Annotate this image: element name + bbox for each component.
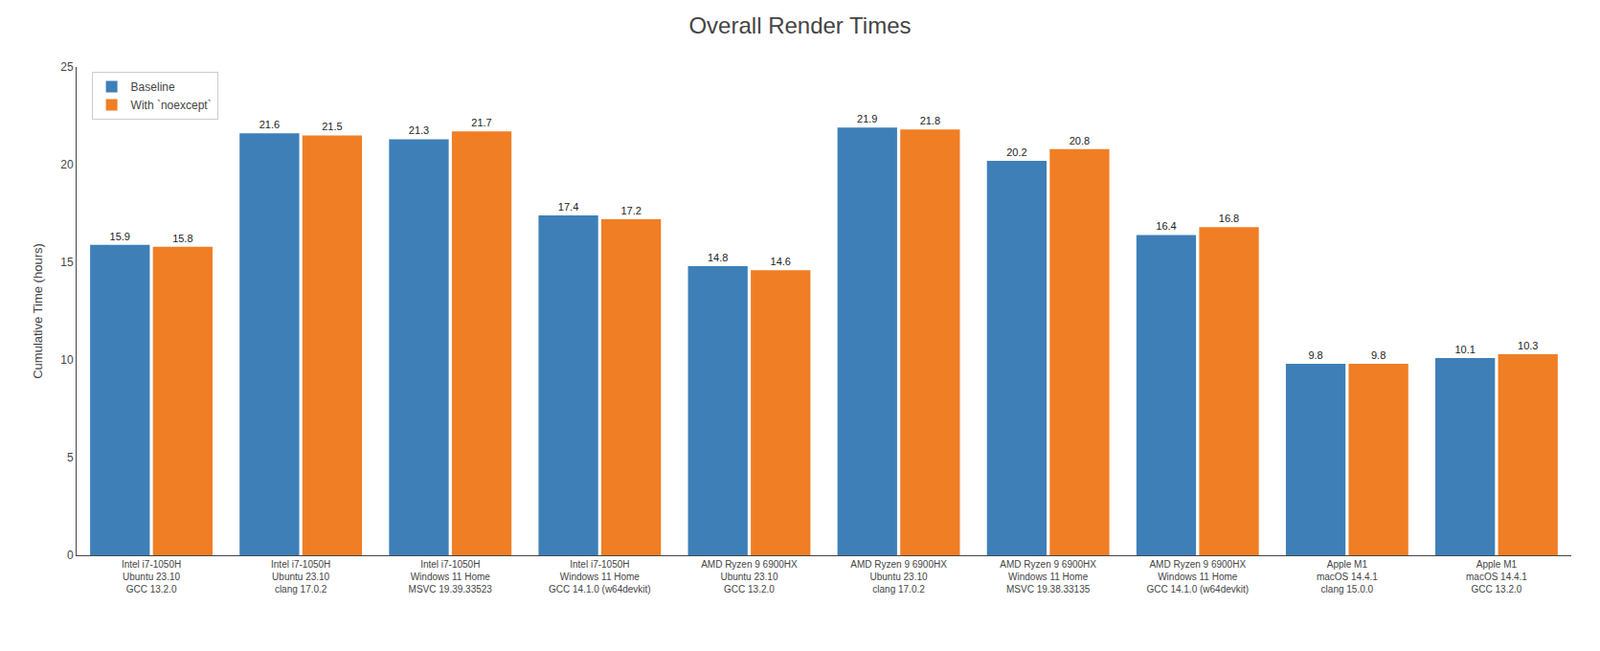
svg-text:21.6: 21.6	[259, 118, 280, 131]
svg-text:20: 20	[60, 157, 74, 172]
svg-text:Baseline: Baseline	[131, 80, 176, 94]
svg-text:9.8: 9.8	[1307, 349, 1323, 361]
svg-text:Apple M1macOS 14.4.1clang 15.0: Apple M1macOS 14.4.1clang 15.0.0	[1316, 559, 1378, 595]
svg-text:17.4: 17.4	[558, 201, 579, 213]
svg-text:14.6: 14.6	[770, 255, 791, 268]
svg-text:0: 0	[67, 548, 74, 563]
svg-text:16.8: 16.8	[1218, 212, 1240, 225]
svg-text:15.9: 15.9	[110, 230, 131, 243]
svg-text:AMD Ryzen 9 6900HXUbuntu 23.10: AMD Ryzen 9 6900HXUbuntu 23.10GCC 13.2.0	[700, 559, 798, 595]
svg-text:10: 10	[60, 353, 74, 367]
svg-text:Overall Render Times: Overall Render Times	[688, 12, 911, 39]
svg-text:9.8: 9.8	[1371, 349, 1386, 361]
svg-text:Intel i7-1050HUbuntu 23.10GCC: Intel i7-1050HUbuntu 23.10GCC 13.2.0	[121, 559, 181, 595]
svg-text:21.7: 21.7	[471, 116, 492, 129]
svg-text:5: 5	[67, 450, 74, 465]
svg-text:Intel i7-1050HWindows 11 HomeM: Intel i7-1050HWindows 11 HomeMSVC 19.39.…	[408, 559, 494, 595]
svg-text:21.5: 21.5	[321, 120, 342, 133]
svg-text:20.2: 20.2	[1006, 146, 1027, 158]
svg-text:AMD Ryzen 9 6900HXWindows 11 H: AMD Ryzen 9 6900HXWindows 11 HomeGCC 14.…	[1146, 559, 1249, 595]
svg-text:14.8: 14.8	[707, 251, 728, 264]
svg-text:16.4: 16.4	[1155, 220, 1176, 232]
svg-text:21.9: 21.9	[856, 112, 878, 125]
svg-text:Apple M1macOS 14.4.1GCC 13.2.0: Apple M1macOS 14.4.1GCC 13.2.0	[1465, 559, 1528, 595]
svg-text:25: 25	[60, 60, 74, 74]
svg-text:Intel i7-1050HUbuntu 23.10clan: Intel i7-1050HUbuntu 23.10clang 17.0.2	[270, 559, 331, 595]
svg-text:With `noexcept`: With `noexcept`	[131, 98, 212, 113]
svg-text:Intel i7-1050HWindows 11 HomeG: Intel i7-1050HWindows 11 HomeGCC 14.1.0 …	[548, 559, 652, 595]
svg-text:20.8: 20.8	[1069, 135, 1090, 147]
svg-text:15.8: 15.8	[172, 232, 193, 245]
svg-text:10.3: 10.3	[1517, 339, 1538, 352]
svg-text:Cumulative Time (hours): Cumulative Time (hours)	[30, 243, 46, 380]
svg-text:AMD Ryzen 9 6900HXUbuntu 23.10: AMD Ryzen 9 6900HXUbuntu 23.10clang 17.0…	[850, 559, 947, 595]
svg-text:17.2: 17.2	[620, 204, 641, 217]
svg-text:21.3: 21.3	[408, 124, 429, 136]
svg-text:10.1: 10.1	[1454, 343, 1475, 356]
svg-text:AMD Ryzen 9 6900HXWindows 11 H: AMD Ryzen 9 6900HXWindows 11 HomeMSVC 19…	[999, 559, 1097, 595]
svg-text:21.8: 21.8	[920, 114, 941, 127]
svg-text:15: 15	[60, 255, 74, 270]
